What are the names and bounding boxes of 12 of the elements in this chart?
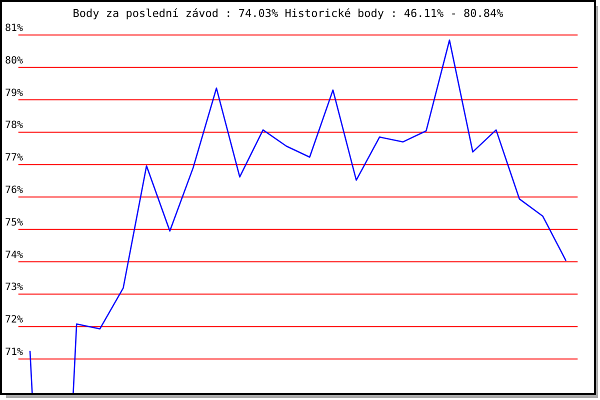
y-tick-label: 75% <box>5 217 24 228</box>
y-tick-label: 81% <box>5 23 24 34</box>
y-tick-label: 78% <box>5 120 24 132</box>
y-tick-label: 73% <box>5 282 24 294</box>
y-tick-label: 76% <box>5 184 24 196</box>
y-tick-label: 72% <box>5 314 24 326</box>
y-tick-label: 77% <box>5 152 24 164</box>
y-tick-label: 79% <box>5 88 24 99</box>
y-tick-label: 80% <box>5 55 24 66</box>
y-tick-label: 71% <box>5 346 24 358</box>
y-tick-label: 74% <box>5 250 24 261</box>
chart-title: Body za poslední závod : 74.03% Historické body : 46.11% - 80.84% <box>72 7 504 20</box>
